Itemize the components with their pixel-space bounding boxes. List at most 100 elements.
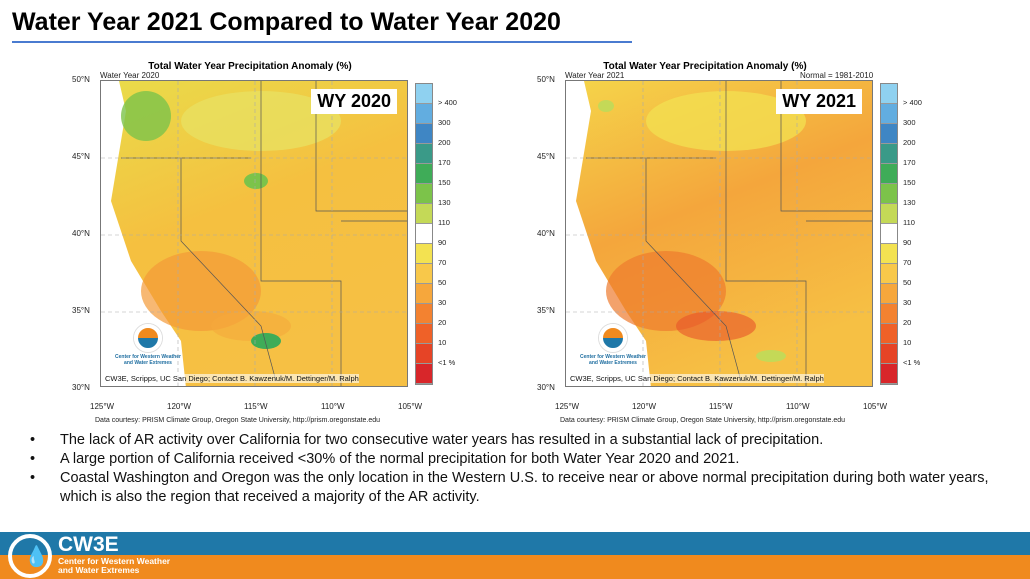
- latitude-label: 50°N: [72, 75, 90, 84]
- legend-label: 300: [903, 118, 916, 127]
- legend-swatch: [881, 84, 897, 104]
- bullet-item: A large portion of California received <…: [30, 450, 1020, 469]
- legend-label: <1 %: [438, 358, 456, 367]
- logo-text: Center for Western Weather and Water Ext…: [115, 354, 181, 366]
- latitude-label: 40°N: [537, 229, 555, 238]
- legend-swatch: [416, 284, 432, 304]
- bullet-list: The lack of AR activity over California …: [30, 431, 1020, 507]
- legend-swatch: [881, 124, 897, 144]
- longitude-label: 120°W: [167, 402, 192, 411]
- legend-label: 30: [903, 298, 912, 307]
- latitude-label: 40°N: [72, 229, 90, 238]
- legend-label: 170: [438, 158, 451, 167]
- latitude-label: 30°N: [537, 383, 555, 392]
- footer-subtitle-line: and Water Extremes: [58, 565, 140, 575]
- data-courtesy: Data courtesy: PRISM Climate Group, Oreg…: [560, 417, 846, 424]
- legend-label: 70: [903, 258, 912, 267]
- latitude-label: 50°N: [537, 75, 555, 84]
- legend-label: 110: [438, 218, 450, 227]
- legend-label: 130: [903, 198, 916, 207]
- slide-title: Water Year 2021 Compared to Water Year 2…: [12, 8, 561, 36]
- title-underline: [12, 41, 632, 43]
- legend-label: 70: [438, 258, 447, 267]
- legend-label: 130: [438, 198, 451, 207]
- data-courtesy: Data courtesy: PRISM Climate Group, Oreg…: [95, 417, 381, 424]
- footer-band-orange: [0, 555, 1030, 579]
- map-credit: CW3E, Scripps, UC San Diego; Contact B. …: [105, 374, 359, 383]
- legend-swatch: [881, 344, 897, 364]
- legend-label: > 400: [903, 98, 922, 107]
- longitude-label: 125°W: [555, 402, 580, 411]
- footer-org-name: CW3E: [58, 533, 119, 556]
- normal-period: Normal = 1981-2010: [800, 71, 874, 80]
- legend-label: 90: [438, 238, 447, 247]
- water-year-badge: WY 2020: [311, 89, 397, 114]
- latitude-label: 45°N: [537, 152, 555, 161]
- longitude-label: 110°W: [786, 402, 810, 411]
- legend-swatch: [416, 144, 432, 164]
- legend-label: 170: [903, 158, 916, 167]
- map-subtitle: Water Year 2021: [565, 71, 625, 80]
- cw3e-logo-icon: 💧: [8, 534, 52, 578]
- legend-swatch: [416, 244, 432, 264]
- legend-label: 150: [438, 178, 451, 187]
- legend-swatch: [416, 304, 432, 324]
- figure-title: Total Water Year Precipitation Anomaly (…: [148, 61, 352, 72]
- legend-label: 10: [903, 338, 912, 347]
- legend-label: 30: [438, 298, 447, 307]
- longitude-label: 115°W: [709, 402, 733, 411]
- legend-label: 200: [438, 138, 451, 147]
- legend-label: 300: [438, 118, 451, 127]
- footer-subtitle-line: Center for Western Weather: [58, 556, 171, 566]
- color-legend: [880, 83, 898, 385]
- legend-swatch: [881, 264, 897, 284]
- latitude-label: 30°N: [72, 383, 90, 392]
- longitude-label: 125°W: [90, 402, 115, 411]
- longitude-label: 105°W: [863, 402, 888, 411]
- legend-swatch: [416, 124, 432, 144]
- cw3e-logo-icon: [134, 324, 162, 352]
- legend-swatch: [881, 144, 897, 164]
- legend-label: 20: [438, 318, 447, 327]
- footer-org-subtitle: Center for Western Weather and Water Extr…: [58, 557, 170, 575]
- longitude-label: 110°W: [321, 402, 345, 411]
- legend-label: 90: [903, 238, 912, 247]
- color-legend: [415, 83, 433, 385]
- precip-anomaly-map: WY 2020 Center for Western Weather and W…: [100, 80, 408, 387]
- legend-swatch: [881, 104, 897, 124]
- legend-swatch: [416, 104, 432, 124]
- water-year-badge: WY 2021: [776, 89, 862, 114]
- legend-swatch: [416, 324, 432, 344]
- map-subtitle: Water Year 2020: [100, 71, 160, 80]
- map-credit: CW3E, Scripps, UC San Diego; Contact B. …: [570, 374, 824, 383]
- latitude-label: 35°N: [72, 306, 90, 315]
- legend-swatch: [881, 224, 897, 244]
- figure-title: Total Water Year Precipitation Anomaly (…: [603, 61, 807, 72]
- legend-swatch: [881, 304, 897, 324]
- bullet-item: The lack of AR activity over California …: [30, 431, 1020, 450]
- longitude-label: 105°W: [398, 402, 423, 411]
- legend-swatch: [416, 344, 432, 364]
- legend-label: 20: [903, 318, 912, 327]
- legend-swatch: [416, 84, 432, 104]
- legend-label: 50: [903, 278, 912, 287]
- cw3e-map-logo: Center for Western Weather and Water Ext…: [113, 324, 183, 366]
- latitude-label: 45°N: [72, 152, 90, 161]
- longitude-label: 120°W: [632, 402, 657, 411]
- legend-swatch: [416, 164, 432, 184]
- legend-swatch: [416, 264, 432, 284]
- footer-band-blue: [0, 532, 1030, 555]
- legend-label: 10: [438, 338, 447, 347]
- logo-text: Center for Western Weather and Water Ext…: [580, 354, 646, 366]
- legend-swatch: [416, 224, 432, 244]
- legend-swatch: [881, 244, 897, 264]
- bullet-item: Coastal Washington and Oregon was the on…: [30, 469, 1020, 507]
- legend-swatch: [881, 364, 897, 384]
- legend-swatch: [416, 184, 432, 204]
- longitude-label: 115°W: [244, 402, 268, 411]
- legend-label: 150: [903, 178, 916, 187]
- legend-label: 200: [903, 138, 916, 147]
- map-figure-wy2021: Total Water Year Precipitation Anomaly (…: [525, 55, 985, 430]
- latitude-label: 35°N: [537, 306, 555, 315]
- legend-label: > 400: [438, 98, 457, 107]
